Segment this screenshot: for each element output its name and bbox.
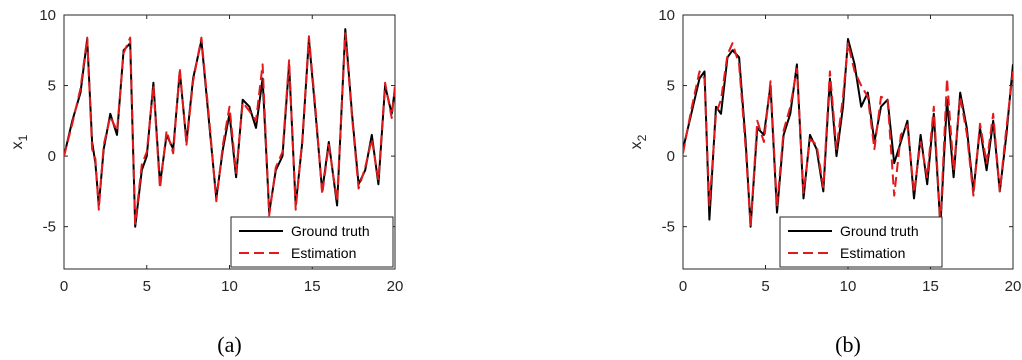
y-tick-label: -5 bbox=[43, 219, 56, 236]
y-tick-label: 5 bbox=[48, 78, 56, 95]
legend-label: Ground truth bbox=[840, 223, 919, 239]
x-tick-label: 20 bbox=[1005, 278, 1022, 295]
y-tick-label: -5 bbox=[662, 219, 675, 236]
y-tick-label: 0 bbox=[667, 148, 675, 165]
chart-panel-1: 0 5 10 15 20 -5 0 5 10 x2 Ground truth Estimation (b… bbox=[628, 7, 1021, 357]
x-tick-label: 0 bbox=[60, 278, 68, 295]
y-tick-label: 0 bbox=[48, 148, 56, 165]
x-tick-label: 0 bbox=[679, 278, 687, 295]
legend-label: Ground truth bbox=[291, 223, 370, 239]
x-tick-label: 5 bbox=[761, 278, 769, 295]
x-tick-label: 5 bbox=[143, 278, 151, 295]
y-tick-label: 5 bbox=[667, 78, 675, 95]
panel-caption: (a) bbox=[217, 332, 241, 357]
x-tick-label: 10 bbox=[221, 278, 238, 295]
legend: Ground truth Estimation bbox=[230, 216, 394, 268]
legend-box bbox=[779, 216, 943, 268]
y-axis-label-main: x bbox=[9, 141, 26, 149]
legend-box bbox=[230, 216, 394, 268]
panel-caption: (b) bbox=[835, 332, 861, 357]
legend-label: Estimation bbox=[840, 245, 905, 261]
y-axis-label-main: x bbox=[628, 141, 645, 149]
y-axis-label-subscript: 1 bbox=[16, 134, 30, 141]
y-axis-label: x1 bbox=[9, 134, 30, 149]
x-tick-label: 20 bbox=[387, 278, 404, 295]
y-axis-label-subscript: 2 bbox=[635, 134, 649, 141]
legend-label: Estimation bbox=[291, 245, 356, 261]
series-line-estimation bbox=[64, 32, 395, 225]
chart-panel-0: 0 5 10 15 20 -5 0 5 10 x1 Ground truth Estimation (a… bbox=[9, 7, 403, 357]
y-tick-label: 10 bbox=[658, 7, 675, 24]
x-tick-label: 10 bbox=[840, 278, 857, 295]
y-axis-label: x2 bbox=[628, 134, 649, 149]
x-tick-label: 15 bbox=[922, 278, 939, 295]
x-tick-label: 15 bbox=[304, 278, 321, 295]
series-line-estimation bbox=[683, 42, 1013, 228]
y-tick-label: 10 bbox=[39, 7, 56, 24]
legend: Ground truth Estimation bbox=[779, 216, 943, 268]
